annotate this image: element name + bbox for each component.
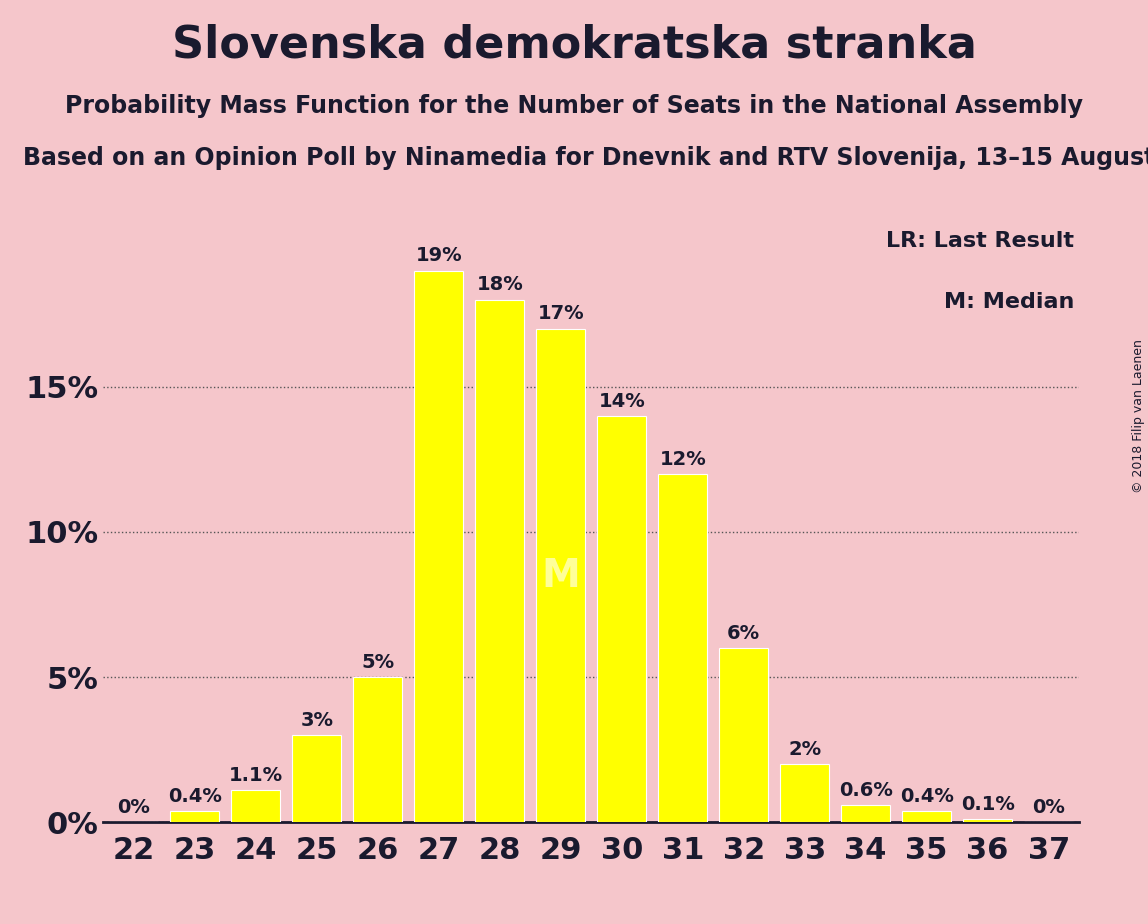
Text: 0.6%: 0.6% [839, 781, 893, 799]
Text: M: M [542, 556, 580, 594]
Text: 6%: 6% [727, 624, 760, 643]
Bar [170, 810, 219, 822]
Bar [536, 329, 585, 822]
Text: M: Median: M: Median [944, 292, 1075, 311]
Text: LR: Last Result: LR: Last Result [886, 231, 1075, 250]
Text: 5%: 5% [362, 653, 394, 672]
Bar [963, 820, 1013, 822]
Text: 0.1%: 0.1% [961, 796, 1015, 814]
Text: 2%: 2% [789, 740, 821, 759]
Text: 19%: 19% [416, 247, 461, 265]
Text: 17%: 17% [537, 304, 584, 323]
Text: 0.4%: 0.4% [900, 786, 954, 806]
Bar [781, 764, 829, 822]
Text: 14%: 14% [598, 392, 645, 410]
Bar [414, 271, 463, 822]
Text: © 2018 Filip van Laenen: © 2018 Filip van Laenen [1132, 339, 1146, 492]
Bar [354, 677, 402, 822]
Bar [841, 805, 890, 822]
Bar [293, 736, 341, 822]
Bar [720, 648, 768, 822]
Text: LR: LR [295, 764, 339, 794]
Text: 0%: 0% [117, 798, 150, 817]
Bar [902, 810, 951, 822]
Bar [658, 474, 707, 822]
Bar [597, 416, 646, 822]
Text: 18%: 18% [476, 275, 523, 295]
Text: 1.1%: 1.1% [228, 766, 282, 785]
Text: Slovenska demokratska stranka: Slovenska demokratska stranka [171, 23, 977, 67]
Text: Based on an Opinion Poll by Ninamedia for Dnevnik and RTV Slovenija, 13–15 Augus: Based on an Opinion Poll by Ninamedia fo… [23, 146, 1148, 170]
Text: 3%: 3% [301, 711, 333, 730]
Text: 0.4%: 0.4% [168, 786, 222, 806]
Text: Probability Mass Function for the Number of Seats in the National Assembly: Probability Mass Function for the Number… [65, 94, 1083, 118]
Text: 0%: 0% [1032, 798, 1065, 817]
Bar [475, 299, 525, 822]
Text: 12%: 12% [659, 450, 706, 468]
Bar [232, 790, 280, 822]
